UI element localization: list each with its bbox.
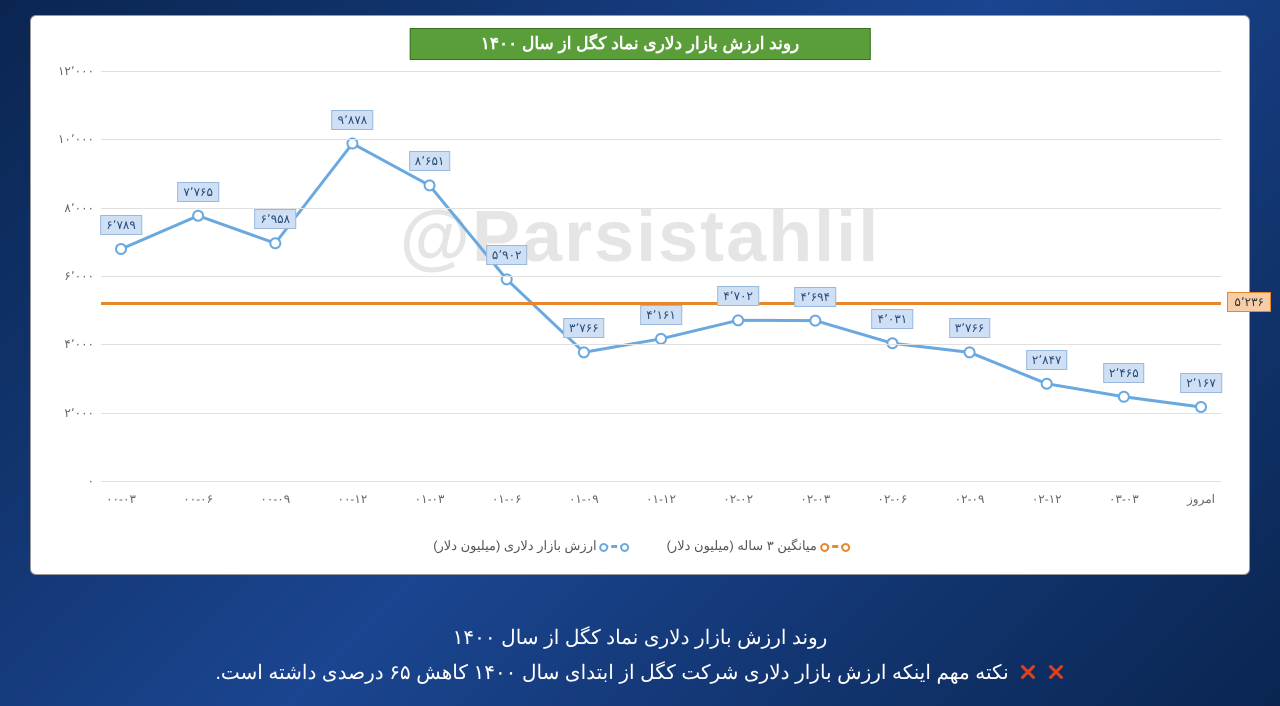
data-label: ۸٬۶۵۱: [409, 151, 451, 171]
x-tick-label: ۰۲-۰۶: [878, 492, 908, 506]
footer-block: روند ارزش بازار دلاری نماد کگل از سال ۱۴…: [0, 625, 1280, 687]
legend-item-average: میانگین ۳ ساله (میلیون دلار): [667, 538, 847, 554]
y-tick-label: ۰: [46, 474, 94, 488]
y-tick-label: ۸٬۰۰۰: [46, 201, 94, 215]
x-tick-label: ۰۰-۰۶: [183, 492, 213, 506]
x-tick-label: ۰۰-۰۳: [106, 492, 136, 506]
data-label: ۴٬۱۶۱: [640, 305, 682, 325]
x-tick-label: امروز: [1187, 492, 1215, 506]
gridline: [101, 481, 1221, 482]
data-label: ۲٬۴۶۵: [1103, 363, 1145, 383]
x-tick-label: ۰۱-۰۶: [492, 492, 522, 506]
legend-label-series: ارزش بازار دلاری (میلیون دلار): [433, 538, 596, 554]
data-label: ۲٬۸۴۷: [1026, 350, 1068, 370]
data-label: ۹٬۸۷۸: [332, 110, 374, 130]
legend-swatch-series: [603, 545, 627, 548]
data-label: ۴٬۶۹۴: [794, 287, 836, 307]
x-tick-label: ۰۲-۰۲: [723, 492, 753, 506]
y-tick-label: ۴٬۰۰۰: [46, 337, 94, 351]
legend: میانگین ۳ ساله (میلیون دلار) ارزش بازار …: [433, 538, 847, 554]
legend-item-series: ارزش بازار دلاری (میلیون دلار): [433, 538, 626, 554]
x-tick-label: ۰۱-۱۲: [646, 492, 676, 506]
data-label: ۷٬۷۶۵: [177, 182, 219, 202]
footer-title: روند ارزش بازار دلاری نماد کگل از سال ۱۴…: [0, 625, 1280, 650]
legend-label-avg: میانگین ۳ ساله (میلیون دلار): [667, 538, 817, 554]
data-label: ۶٬۹۵۸: [254, 209, 296, 229]
data-label: ۴٬۷۰۲: [717, 286, 759, 306]
gridline: [101, 71, 1221, 72]
x-tick-label: ۰۳-۰۳: [1109, 492, 1139, 506]
gridline: [101, 139, 1221, 140]
cross-icon: [1019, 663, 1037, 681]
gridline: [101, 276, 1221, 277]
cross-icon: [1047, 663, 1065, 681]
x-tick-label: ۰۱-۰۹: [569, 492, 599, 506]
footer-note-text: نکته مهم اینکه ارزش بازار دلاری شرکت کگل…: [215, 660, 1008, 685]
average-label: ۵٬۲۳۶: [1227, 292, 1271, 312]
data-label: ۲٬۱۶۷: [1180, 373, 1222, 393]
x-tick-label: ۰۲-۰۹: [955, 492, 985, 506]
data-label: ۴٬۰۳۱: [872, 309, 914, 329]
y-tick-label: ۲٬۰۰۰: [46, 406, 94, 420]
x-tick-label: ۰۲-۰۳: [800, 492, 830, 506]
chart-title: روند ارزش بازار دلاری نماد کگل از سال ۱۴…: [410, 28, 871, 60]
y-tick-label: ۱۲٬۰۰۰: [46, 64, 94, 78]
x-tick-label: ۰۲-۱۲: [1032, 492, 1062, 506]
plot-area: ۰۲٬۰۰۰۴٬۰۰۰۶٬۰۰۰۸٬۰۰۰۱۰٬۰۰۰۱۲٬۰۰۰۰۰-۰۳۰۰…: [101, 71, 1221, 481]
y-tick-label: ۱۰٬۰۰۰: [46, 132, 94, 146]
data-label: ۶٬۷۸۹: [100, 215, 142, 235]
x-tick-label: ۰۱-۰۳: [415, 492, 445, 506]
chart-panel: روند ارزش بازار دلاری نماد کگل از سال ۱۴…: [30, 15, 1250, 575]
data-label: ۳٬۷۶۶: [949, 318, 991, 338]
footer-note-row: نکته مهم اینکه ارزش بازار دلاری شرکت کگل…: [215, 660, 1064, 685]
data-label: ۵٬۹۰۲: [486, 245, 528, 265]
legend-swatch-avg: [823, 545, 847, 548]
gridline: [101, 344, 1221, 345]
data-label: ۳٬۷۶۶: [563, 318, 605, 338]
y-tick-label: ۶٬۰۰۰: [46, 269, 94, 283]
x-tick-label: ۰۰-۱۲: [338, 492, 368, 506]
x-tick-label: ۰۰-۰۹: [260, 492, 290, 506]
gridline: [101, 413, 1221, 414]
